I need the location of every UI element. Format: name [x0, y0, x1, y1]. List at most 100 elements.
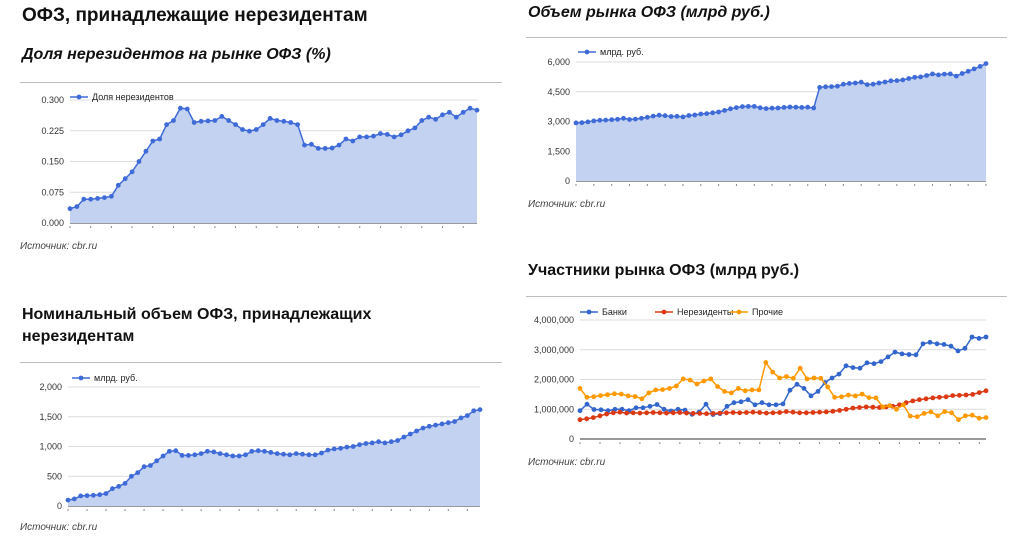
data-point	[794, 381, 800, 387]
data-point	[618, 391, 624, 397]
data-point	[612, 391, 617, 397]
data-point	[864, 360, 870, 366]
data-point	[624, 410, 629, 416]
data-point	[852, 393, 858, 399]
data-point	[841, 81, 846, 87]
data-point	[917, 397, 922, 403]
data-point	[717, 410, 723, 416]
data-point	[744, 410, 749, 415]
data-point	[971, 66, 977, 72]
data-point	[836, 371, 842, 377]
data-point	[818, 375, 824, 381]
data-point	[657, 410, 663, 416]
data-point	[315, 146, 321, 151]
data-point	[656, 112, 662, 118]
data-point	[740, 104, 745, 109]
data-point	[829, 84, 834, 89]
data-point	[363, 441, 369, 446]
chart-nonres-share: 0.000 0.075 0.150 0.225 0.300 Доля нерезидент…	[41, 92, 480, 228]
data-point	[467, 105, 473, 111]
data-point	[640, 405, 646, 411]
data-point	[918, 74, 923, 80]
data-point	[376, 439, 381, 445]
y-tick-label: 4,000,000	[534, 315, 574, 325]
data-point	[797, 410, 802, 416]
data-point	[870, 404, 876, 410]
data-point	[962, 345, 968, 351]
data-point	[173, 448, 179, 454]
data-point	[983, 61, 989, 66]
data-point	[825, 384, 831, 390]
data-point	[729, 390, 734, 396]
chart-source-nonres-share: Источник: cbr.ru	[20, 241, 98, 252]
legend-label: Доля нерезидентов	[92, 92, 174, 102]
data-point	[319, 450, 324, 456]
data-point	[639, 115, 644, 121]
data-point	[585, 119, 591, 125]
data-point	[801, 386, 807, 391]
y-tick-label: 4,500	[547, 87, 570, 97]
data-point	[591, 407, 597, 412]
data-point	[913, 352, 919, 358]
data-point	[680, 376, 686, 382]
data-point	[309, 141, 314, 147]
data-point	[715, 384, 720, 389]
data-point	[445, 420, 451, 426]
data-point	[267, 116, 273, 121]
data-point	[830, 408, 836, 414]
data-point	[440, 112, 445, 118]
data-point	[668, 114, 674, 119]
data-point	[633, 405, 639, 411]
data-point	[458, 415, 464, 421]
data-point	[350, 444, 356, 449]
data-point	[625, 393, 631, 399]
chart-nominal-nonres: 0 500 1,000 1,500 2,000 млрд. руб.	[39, 373, 483, 511]
data-point	[615, 116, 620, 122]
data-point	[710, 110, 716, 116]
data-point	[866, 395, 872, 400]
data-point	[384, 132, 390, 137]
data-point	[71, 496, 77, 502]
data-point	[224, 452, 229, 458]
data-point	[281, 118, 287, 124]
data-point	[793, 104, 799, 110]
y-tick-label: 0.000	[41, 218, 64, 228]
data-point	[81, 196, 87, 202]
data-point	[888, 78, 894, 84]
legend-label: млрд. руб.	[94, 373, 138, 383]
data-point	[338, 445, 343, 451]
data-point	[873, 395, 879, 401]
data-point	[965, 68, 971, 74]
data-point	[88, 196, 94, 202]
data-point	[103, 491, 109, 496]
legend-marker	[76, 94, 82, 100]
data-point	[756, 387, 762, 393]
data-point	[835, 83, 840, 89]
data-point	[129, 473, 134, 479]
data-point	[969, 412, 975, 418]
data-point	[426, 423, 432, 429]
legend-marker	[586, 309, 592, 315]
data-point	[115, 182, 121, 188]
data-point	[790, 409, 796, 415]
data-point	[850, 405, 856, 411]
data-point	[584, 416, 590, 422]
data-point	[433, 116, 438, 122]
data-point	[577, 408, 583, 414]
y-tick-label: 0.150	[41, 157, 64, 167]
data-point	[942, 71, 947, 77]
legend-label: млрд. руб.	[600, 47, 644, 57]
data-point	[288, 120, 294, 125]
y-tick-label: 2,000,000	[534, 375, 574, 385]
data-point	[577, 417, 583, 423]
y-tick-label: 6,000	[547, 57, 570, 67]
data-point	[219, 114, 225, 119]
data-point	[150, 138, 156, 144]
data-point	[233, 122, 239, 127]
data-point	[211, 449, 217, 455]
y-tick-label: 0	[565, 176, 570, 186]
data-point	[95, 196, 100, 201]
legend-marker	[584, 49, 590, 55]
data-point	[757, 105, 763, 111]
data-point	[632, 394, 638, 399]
